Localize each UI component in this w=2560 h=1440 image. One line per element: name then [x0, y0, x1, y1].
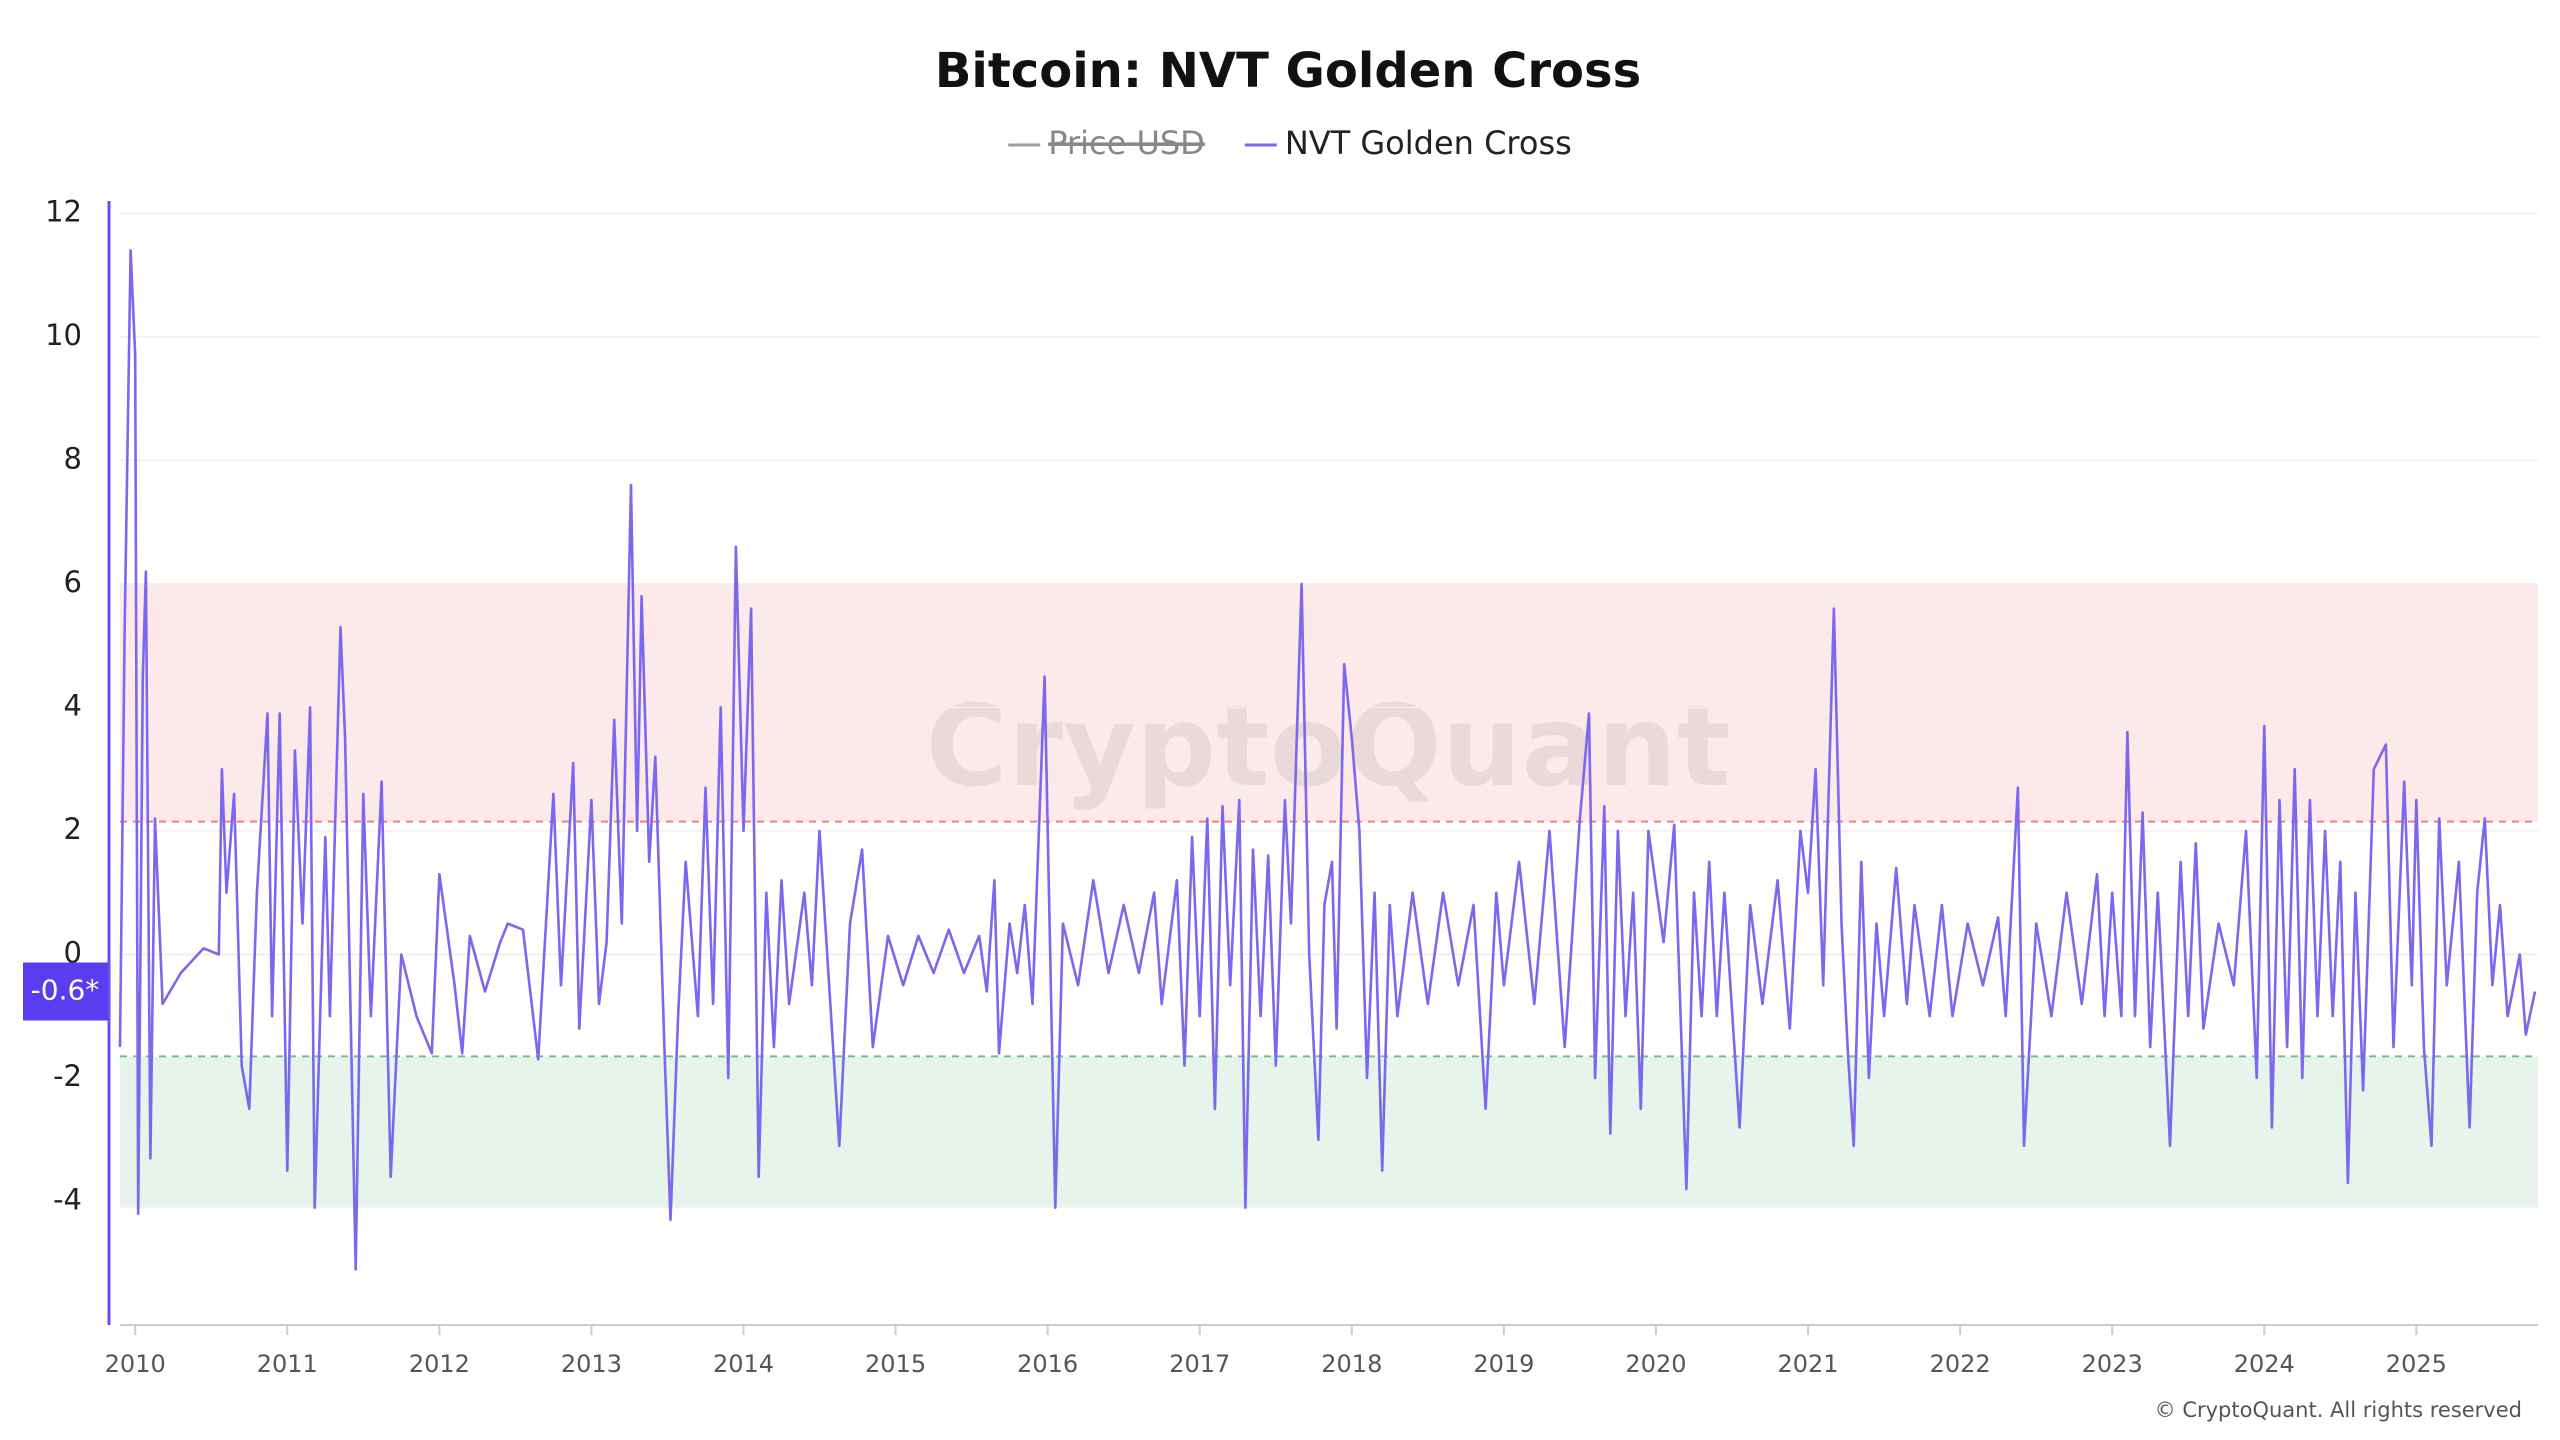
x-tick-label: 2015 — [865, 1350, 926, 1378]
legend: Price USD NVT Golden Cross — [1008, 124, 1572, 162]
x-tick-label: 2020 — [1625, 1350, 1686, 1378]
y-tick-label: 10 — [45, 318, 82, 352]
x-tick-label: 2014 — [713, 1350, 774, 1378]
y-tick-label: 2 — [64, 812, 82, 846]
x-tick-label: 2023 — [2082, 1350, 2143, 1378]
x-tick-label: 2012 — [409, 1350, 470, 1378]
y-tick-label: 8 — [64, 441, 82, 475]
x-tick-label: 2013 — [561, 1350, 622, 1378]
band — [120, 1056, 2538, 1208]
footer: © CryptoQuant. All rights reserved — [2155, 1398, 2522, 1422]
y-tick-label: 0 — [64, 935, 82, 969]
current-value-label: -0.6* — [31, 974, 100, 1007]
x-tick-label: 2019 — [1473, 1350, 1534, 1378]
y-tick-label: -4 — [53, 1182, 82, 1216]
x-tick-label: 2025 — [2386, 1350, 2447, 1378]
x-tick-label: 2018 — [1321, 1350, 1382, 1378]
legend-label[interactable]: Price USD — [1048, 124, 1205, 162]
chart-title: Bitcoin: NVT Golden Cross — [935, 43, 1641, 99]
watermark: CryptoQuant — [926, 682, 1731, 812]
y-tick-label: -2 — [53, 1059, 82, 1093]
x-tick-label: 2021 — [1777, 1350, 1838, 1378]
y-tick-label: 4 — [64, 688, 82, 722]
band — [120, 583, 2538, 822]
x-tick-label: 2016 — [1017, 1350, 1078, 1378]
legend-label[interactable]: NVT Golden Cross — [1285, 124, 1572, 162]
data-line — [118, 249, 2537, 1271]
x-tick-label: 2010 — [105, 1350, 166, 1378]
x-tick-label: 2024 — [2234, 1350, 2295, 1378]
y-tick-label: 12 — [45, 194, 82, 228]
current-value-box — [23, 962, 108, 1021]
x-tick-label: 2017 — [1169, 1350, 1230, 1378]
x-tick-label: 2011 — [257, 1350, 318, 1378]
y-tick-label: 6 — [64, 565, 82, 599]
x-tick-label: 2022 — [1930, 1350, 1991, 1378]
